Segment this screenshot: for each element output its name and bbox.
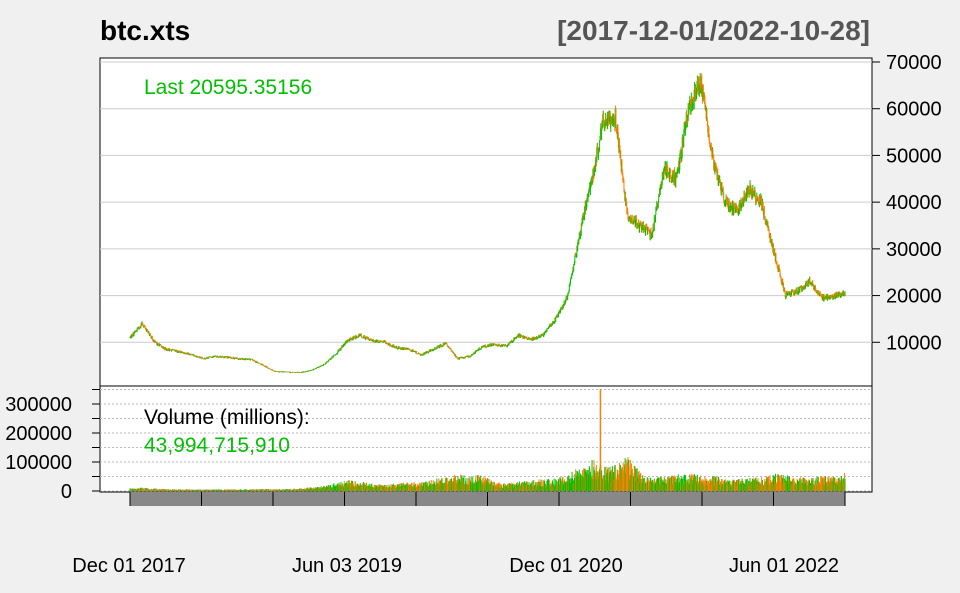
price-series bbox=[129, 72, 846, 374]
x-tick-label: Jun 01 2022 bbox=[729, 555, 839, 577]
volume-label: Volume (millions): bbox=[144, 406, 310, 429]
last-price-label: Last 20595.35156 bbox=[144, 76, 312, 99]
price-tick-label: 40000 bbox=[886, 192, 942, 214]
volume-tick-label: 100000 bbox=[5, 452, 72, 474]
price-panel bbox=[99, 57, 873, 387]
x-tick-label: Dec 01 2017 bbox=[72, 555, 185, 577]
price-tick-label: 10000 bbox=[886, 332, 942, 354]
chart-title: btc.xts bbox=[100, 15, 190, 46]
volume-value: 43,994,715,910 bbox=[144, 434, 290, 457]
date-range: [2017-12-01/2022-10-28] bbox=[557, 15, 870, 46]
price-tick-label: 30000 bbox=[886, 239, 942, 261]
price-tick-label: 50000 bbox=[886, 145, 942, 167]
volume-tick-label: 0 bbox=[61, 481, 72, 503]
price-tick-label: 20000 bbox=[886, 286, 942, 308]
price-tick-label: 60000 bbox=[886, 99, 942, 121]
price-tick-label: 70000 bbox=[886, 52, 942, 74]
x-tick-label: Dec 01 2020 bbox=[509, 555, 622, 577]
volume-tick-label: 200000 bbox=[5, 423, 72, 445]
price-gridlines bbox=[100, 61, 872, 343]
x-axis: Dec 01 2017 Jun 03 2019 Dec 01 2020 Jun 01 … bbox=[72, 492, 846, 577]
volume-tick-label: 300000 bbox=[5, 394, 72, 416]
x-tick-label: Jun 03 2019 bbox=[292, 555, 402, 577]
price-axis: 70000 60000 50000 40000 30000 20000 10000 bbox=[872, 52, 942, 354]
volume-axis: 300000 200000 100000 0 bbox=[5, 389, 100, 503]
volume-series bbox=[129, 388, 846, 491]
